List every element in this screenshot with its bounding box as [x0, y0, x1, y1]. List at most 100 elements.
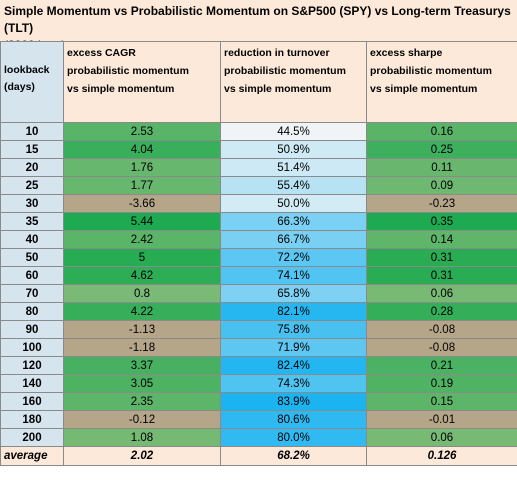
cell-excess-sharpe[interactable]: 0.31 — [366, 266, 517, 285]
cell-excess-sharpe[interactable]: -0.01 — [366, 410, 517, 429]
table-row: 25 1.77 55.4% 0.09 — [0, 176, 517, 195]
cell-excess-cagr[interactable]: 0.8 — [63, 284, 221, 303]
cell-lookback[interactable]: 10 — [0, 122, 64, 141]
table-row: 160 2.35 83.9% 0.15 — [0, 392, 517, 411]
header-turnover-reduction[interactable]: reduction in turnover probabilistic mome… — [220, 41, 367, 123]
cell-turnover-reduction[interactable]: 72.2% — [220, 248, 367, 267]
cell-excess-sharpe[interactable]: 0.16 — [366, 122, 517, 141]
header-line: vs simple momentum — [224, 83, 332, 95]
header-excess-sharpe[interactable]: excess sharpe probabilistic momentum vs … — [366, 41, 517, 123]
cell-excess-sharpe[interactable]: 0.28 — [366, 302, 517, 321]
cell-excess-cagr[interactable]: 3.05 — [63, 374, 221, 393]
cell-lookback[interactable]: 180 — [0, 410, 64, 429]
header-line: lookback — [4, 64, 50, 76]
cell-excess-cagr[interactable]: 4.22 — [63, 302, 221, 321]
cell-turnover-reduction[interactable]: 55.4% — [220, 176, 367, 195]
table-row: 200 1.08 80.0% 0.06 — [0, 428, 517, 447]
cell-excess-cagr[interactable]: -0.12 — [63, 410, 221, 429]
cell-excess-sharpe[interactable]: 0.14 — [366, 230, 517, 249]
cell-lookback[interactable]: 120 — [0, 356, 64, 375]
cell-excess-cagr[interactable]: 5 — [63, 248, 221, 267]
cell-excess-cagr[interactable]: 2.53 — [63, 122, 221, 141]
cell-excess-cagr[interactable]: 1.77 — [63, 176, 221, 195]
cell-turnover-reduction[interactable]: 44.5% — [220, 122, 367, 141]
cell-lookback[interactable]: 200 — [0, 428, 64, 447]
cell-excess-cagr[interactable]: 4.62 — [63, 266, 221, 285]
cell-lookback[interactable]: 20 — [0, 158, 64, 177]
header-line: reduction in turnover — [224, 47, 330, 59]
cell-excess-sharpe[interactable]: 0.11 — [366, 158, 517, 177]
cell-excess-cagr[interactable]: -1.13 — [63, 320, 221, 339]
cell-excess-sharpe[interactable]: 0.31 — [366, 248, 517, 267]
cell-lookback[interactable]: 25 — [0, 176, 64, 195]
average-turnover[interactable]: 68.2% — [220, 446, 367, 466]
average-cagr[interactable]: 2.02 — [63, 446, 221, 466]
cell-lookback[interactable]: 40 — [0, 230, 64, 249]
cell-lookback[interactable]: 50 — [0, 248, 64, 267]
cell-lookback[interactable]: 80 — [0, 302, 64, 321]
table-row: 120 3.37 82.4% 0.21 — [0, 356, 517, 375]
cell-turnover-reduction[interactable]: 74.1% — [220, 266, 367, 285]
cell-excess-cagr[interactable]: 4.04 — [63, 140, 221, 159]
average-label[interactable]: average — [0, 446, 64, 466]
header-excess-cagr[interactable]: excess CAGR probabilistic momentum vs si… — [63, 41, 221, 123]
cell-lookback[interactable]: 140 — [0, 374, 64, 393]
cell-turnover-reduction[interactable]: 80.6% — [220, 410, 367, 429]
cell-lookback[interactable]: 15 — [0, 140, 64, 159]
cell-turnover-reduction[interactable]: 82.4% — [220, 356, 367, 375]
cell-excess-cagr[interactable]: 2.35 — [63, 392, 221, 411]
cell-lookback[interactable]: 90 — [0, 320, 64, 339]
header-line: excess sharpe — [370, 47, 443, 59]
cell-turnover-reduction[interactable]: 50.9% — [220, 140, 367, 159]
cell-excess-sharpe[interactable]: -0.23 — [366, 194, 517, 213]
table-row: 60 4.62 74.1% 0.31 — [0, 266, 517, 285]
header-line: probabilistic momentum — [370, 65, 492, 77]
cell-excess-sharpe[interactable]: 0.15 — [366, 392, 517, 411]
cell-excess-sharpe[interactable]: 0.06 — [366, 428, 517, 447]
cell-excess-sharpe[interactable]: 0.35 — [366, 212, 517, 231]
cell-turnover-reduction[interactable]: 71.9% — [220, 338, 367, 357]
results-table: lookback (days) excess CAGR probabilisti… — [0, 41, 517, 466]
cell-excess-sharpe[interactable]: 0.21 — [366, 356, 517, 375]
cell-turnover-reduction[interactable]: 51.4% — [220, 158, 367, 177]
table-row: 40 2.42 66.7% 0.14 — [0, 230, 517, 249]
cell-excess-sharpe[interactable]: 0.19 — [366, 374, 517, 393]
cell-excess-sharpe[interactable]: 0.09 — [366, 176, 517, 195]
cell-turnover-reduction[interactable]: 66.7% — [220, 230, 367, 249]
table-row: 10 2.53 44.5% 0.16 — [0, 122, 517, 141]
cell-excess-sharpe[interactable]: -0.08 — [366, 320, 517, 339]
cell-turnover-reduction[interactable]: 50.0% — [220, 194, 367, 213]
cell-turnover-reduction[interactable]: 75.8% — [220, 320, 367, 339]
table-title-banner: Simple Momentum vs Probabilistic Momentu… — [0, 0, 517, 52]
cell-turnover-reduction[interactable]: 65.8% — [220, 284, 367, 303]
cell-turnover-reduction[interactable]: 82.1% — [220, 302, 367, 321]
cell-excess-cagr[interactable]: -3.66 — [63, 194, 221, 213]
cell-excess-cagr[interactable]: 5.44 — [63, 212, 221, 231]
cell-lookback[interactable]: 70 — [0, 284, 64, 303]
cell-excess-sharpe[interactable]: -0.08 — [366, 338, 517, 357]
cell-excess-cagr[interactable]: 3.37 — [63, 356, 221, 375]
cell-turnover-reduction[interactable]: 83.9% — [220, 392, 367, 411]
cell-lookback[interactable]: 160 — [0, 392, 64, 411]
cell-excess-cagr[interactable]: 1.08 — [63, 428, 221, 447]
table-row: 20 1.76 51.4% 0.11 — [0, 158, 517, 177]
header-line: probabilistic momentum — [67, 65, 189, 77]
average-sharpe[interactable]: 0.126 — [366, 446, 517, 466]
header-lookback[interactable]: lookback (days) — [0, 41, 64, 123]
header-line: vs simple momentum — [370, 83, 478, 95]
cell-turnover-reduction[interactable]: 74.3% — [220, 374, 367, 393]
cell-excess-sharpe[interactable]: 0.25 — [366, 140, 517, 159]
header-line: excess CAGR — [67, 47, 136, 59]
table-row: 35 5.44 66.3% 0.35 — [0, 212, 517, 231]
cell-excess-sharpe[interactable]: 0.06 — [366, 284, 517, 303]
cell-turnover-reduction[interactable]: 80.0% — [220, 428, 367, 447]
cell-lookback[interactable]: 60 — [0, 266, 64, 285]
table-row: 140 3.05 74.3% 0.19 — [0, 374, 517, 393]
cell-turnover-reduction[interactable]: 66.3% — [220, 212, 367, 231]
cell-lookback[interactable]: 30 — [0, 194, 64, 213]
cell-excess-cagr[interactable]: -1.18 — [63, 338, 221, 357]
cell-lookback[interactable]: 100 — [0, 338, 64, 357]
cell-excess-cagr[interactable]: 1.76 — [63, 158, 221, 177]
cell-excess-cagr[interactable]: 2.42 — [63, 230, 221, 249]
cell-lookback[interactable]: 35 — [0, 212, 64, 231]
